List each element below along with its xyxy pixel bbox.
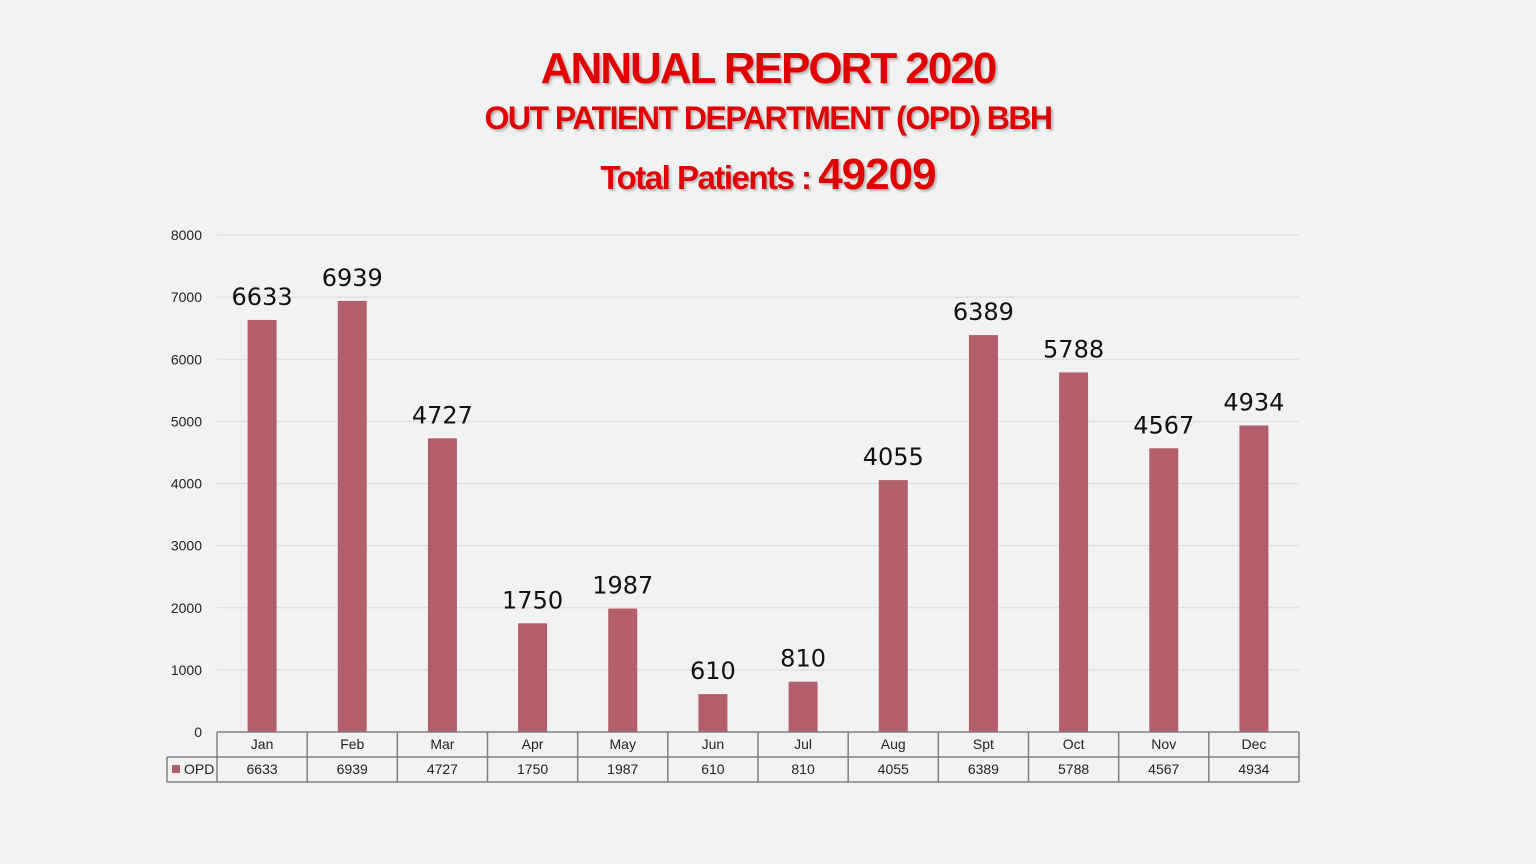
y-tick-label: 1000 bbox=[171, 662, 202, 678]
data-label: 4055 bbox=[863, 443, 924, 471]
bar bbox=[337, 300, 367, 732]
data-label: 810 bbox=[780, 645, 826, 673]
bar bbox=[1239, 425, 1269, 732]
x-tick-label: Jun bbox=[702, 736, 725, 752]
table-value: 4055 bbox=[878, 761, 909, 777]
x-tick-label: Spt bbox=[973, 736, 994, 752]
x-tick-label: Jul bbox=[794, 736, 812, 752]
table-value: 1987 bbox=[607, 761, 638, 777]
x-tick-label: Feb bbox=[340, 736, 364, 752]
table-value: 610 bbox=[701, 761, 725, 777]
data-label: 4934 bbox=[1223, 388, 1284, 416]
legend-label: OPD bbox=[184, 761, 214, 777]
chart-title: ANNUAL REPORT 2020 bbox=[540, 44, 998, 93]
data-label: 1750 bbox=[502, 586, 563, 614]
bar bbox=[247, 319, 277, 732]
bar bbox=[788, 681, 818, 732]
x-tick-label: Dec bbox=[1241, 736, 1266, 752]
y-tick-label: 5000 bbox=[171, 413, 202, 429]
y-tick-label: 8000 bbox=[171, 227, 202, 243]
x-tick-label: Nov bbox=[1151, 736, 1176, 752]
y-tick-label: 7000 bbox=[171, 289, 202, 305]
table-value: 4727 bbox=[427, 761, 458, 777]
y-tick-label: 4000 bbox=[171, 476, 202, 492]
data-label: 5788 bbox=[1043, 335, 1104, 363]
bar bbox=[427, 438, 457, 732]
bar bbox=[968, 335, 998, 732]
legend-swatch bbox=[172, 765, 180, 773]
data-label: 6389 bbox=[953, 298, 1014, 326]
table-value: 4934 bbox=[1238, 761, 1269, 777]
table-value: 4567 bbox=[1148, 761, 1179, 777]
data-label: 4567 bbox=[1133, 411, 1194, 439]
x-tick-label: Oct bbox=[1063, 736, 1085, 752]
x-tick-label: Mar bbox=[430, 736, 454, 752]
y-tick-label: 2000 bbox=[171, 600, 202, 616]
data-label: 6939 bbox=[322, 264, 383, 292]
bar bbox=[1059, 372, 1089, 732]
bar bbox=[878, 480, 908, 732]
bar bbox=[518, 623, 548, 732]
data-label: 610 bbox=[690, 657, 736, 685]
table-value: 1750 bbox=[517, 761, 548, 777]
x-tick-label: Apr bbox=[522, 736, 544, 752]
table-value: 6633 bbox=[247, 761, 278, 777]
table-value: 6939 bbox=[337, 761, 368, 777]
bar bbox=[698, 694, 728, 732]
x-tick-label: Aug bbox=[881, 736, 906, 752]
table-value: 5788 bbox=[1058, 761, 1089, 777]
y-tick-label: 0 bbox=[194, 724, 202, 740]
data-label: 6633 bbox=[232, 283, 293, 311]
table-value: 6389 bbox=[968, 761, 999, 777]
bar bbox=[608, 608, 638, 732]
total-patients-value: 49209 bbox=[818, 150, 936, 199]
table-value: 810 bbox=[791, 761, 815, 777]
bar bbox=[1149, 448, 1179, 732]
x-tick-label: Jan bbox=[251, 736, 274, 752]
total-patients-label: Total Patients : bbox=[600, 159, 819, 196]
chart-subtitle: OUT PATIENT DEPARTMENT (OPD) BBH bbox=[484, 100, 1053, 136]
y-tick-label: 3000 bbox=[171, 538, 202, 554]
y-tick-label: 6000 bbox=[171, 351, 202, 367]
x-tick-label: May bbox=[610, 736, 636, 752]
data-label: 1987 bbox=[592, 572, 653, 600]
data-label: 4727 bbox=[412, 401, 473, 429]
total-patients: Total Patients : 49209 bbox=[0, 150, 1536, 200]
